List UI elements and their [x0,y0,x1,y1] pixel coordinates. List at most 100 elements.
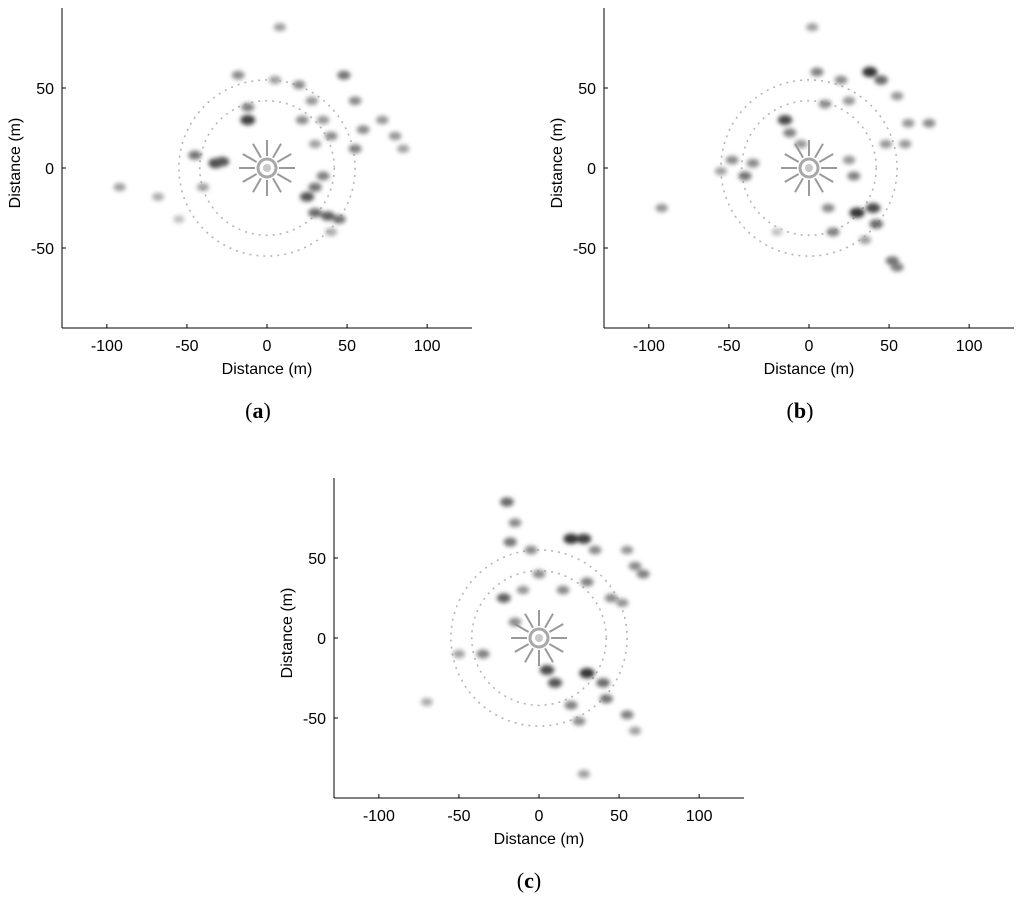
x-tick-label: -50 [447,808,470,825]
intensity-blob [922,118,936,128]
intensity-blob [420,697,433,707]
range-ring [178,79,356,257]
streak [784,173,800,183]
x-tick-label: -100 [633,338,665,355]
radial-streaks [781,140,837,196]
streak [544,647,554,663]
streak [548,623,564,633]
intensity-blob [388,131,402,141]
intensity-blob [337,70,351,80]
radial-streaks [511,610,567,666]
intensity-blob [376,115,389,125]
intensity-blob [620,545,634,555]
streak [242,173,258,183]
streak [252,143,262,159]
radar-image [420,497,650,779]
intensity-blob [859,235,872,245]
intensity-blob [579,668,595,679]
intensity-blob [524,545,538,555]
intensity-blob [842,96,856,106]
intensity-blob [738,171,752,181]
streak [514,643,530,653]
intensity-blob [556,585,570,595]
intensity-blob [308,208,322,218]
caption-b: (b) [786,398,814,423]
intensity-blob [874,75,888,85]
center-ring [798,157,820,179]
intensity-blob [898,139,912,149]
center-dot [263,164,271,172]
range-ring [198,99,336,237]
intensity-blob [890,91,904,101]
y-axis-label: Distance (m) [7,118,24,209]
x-tick-label: 0 [805,338,814,355]
intensity-blob [576,533,592,544]
intensity-blob [810,67,824,77]
panel-b: -100 -50 0 50 100 -50 0 50 Distance (m) Distance … [542,0,1024,385]
intensity-blob [500,497,514,507]
intensity-blob [348,144,362,154]
intensity-blob [834,75,848,85]
intensity-blob [564,700,578,710]
intensity-blob [292,80,306,90]
intensity-blob [547,677,563,688]
center-ring [256,157,278,179]
intensity-blob [842,155,856,165]
x-tick-label: 0 [263,338,272,355]
intensity-blob [596,678,610,688]
streak [524,613,534,629]
intensity-blob [577,769,590,779]
intensity-blob [655,203,668,213]
y-tick-label: 0 [587,161,596,178]
intensity-blob [636,569,650,579]
x-tick-label: 0 [535,808,544,825]
intensity-blob [818,99,832,109]
x-tick-label: 100 [956,338,983,355]
intensity-blob [563,533,579,544]
radar-chart-b: -100 -50 0 50 100 -50 0 50 Distance (m) Distance … [549,8,1014,378]
x-tick-label: -50 [717,338,740,355]
intensity-blob [113,183,126,192]
intensity-blob [196,183,209,192]
intensity-blob [356,125,370,134]
intensity-blob [320,211,335,221]
y-tick-label: 0 [317,631,326,648]
streak [784,153,800,163]
x-tick-label: 50 [338,338,356,355]
intensity-blob [869,219,884,229]
streak [272,143,282,159]
panel-c: -100 -50 0 50 100 -50 0 50 Distance (m) Distance … [272,470,762,855]
intensity-blob [572,716,586,726]
center-ring [528,627,550,649]
x-tick-label: 100 [686,808,713,825]
radar-chart-a: -100 -50 0 50 100 -50 0 50 Distance (m) Distance … [7,8,472,378]
intensity-blob [826,227,840,237]
radar-image [655,23,936,272]
x-tick-label: 50 [880,338,898,355]
y-tick-label: -50 [31,241,54,258]
y-axis-label: Distance (m) [549,118,566,209]
y-tick-label: 0 [45,161,54,178]
intensity-blob [325,227,337,237]
range-ring [740,99,878,237]
intensity-blob [588,545,602,555]
streak [276,173,292,183]
intensity-blob [539,665,555,675]
intensity-blob [516,585,530,595]
streak [252,177,262,193]
x-axis-label: Distance (m) [222,361,313,378]
center-dot [805,164,813,172]
intensity-blob [806,23,819,32]
streak [794,177,804,193]
intensity-blob [628,561,642,571]
intensity-blob [629,726,642,735]
intensity-blob [305,96,319,106]
y-tick-label: -50 [573,241,596,258]
x-tick-label: -50 [175,338,198,355]
intensity-blob [777,115,793,125]
intensity-blob [849,207,865,218]
x-tick-label: -100 [91,338,123,355]
streak [524,647,534,663]
intensity-blob [503,537,517,547]
radar-chart-c: -100 -50 0 50 100 -50 0 50 Distance (m) Distance … [279,478,744,848]
